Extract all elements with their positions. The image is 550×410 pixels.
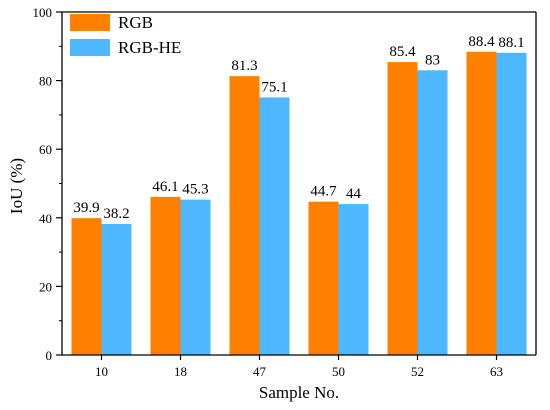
bar-rgb-63 (466, 51, 497, 356)
bar-rgb-he-18 (180, 199, 211, 355)
bar-rgb-he-52 (417, 70, 448, 355)
axes-layer (61, 11, 537, 356)
value-label-rgb-52: 85.4 (389, 44, 416, 60)
x-tick-label-52: 52 (411, 364, 424, 379)
value-label-rgb-63: 88.4 (468, 34, 495, 50)
x-tick-label-10: 10 (95, 364, 108, 379)
y-tick-label-20: 20 (39, 279, 52, 294)
y-tick-label-40: 40 (39, 211, 52, 226)
y-tick-label-60: 60 (39, 142, 52, 157)
value-label-rgb-he-52: 83 (425, 52, 440, 68)
bar-rgb-he-10 (101, 223, 132, 355)
bar-rgb-10 (71, 218, 102, 355)
legend-swatch-rgb-he (70, 39, 110, 56)
value-label-rgb-he-50: 44 (346, 186, 362, 202)
value-label-rgb-he-10: 38.2 (103, 206, 129, 222)
bar-rgb-47 (229, 76, 260, 356)
bars-layer (71, 51, 527, 356)
value-label-rgb-47: 81.3 (231, 58, 257, 74)
bar-rgb-50 (308, 201, 339, 355)
x-tick-label-50: 50 (332, 364, 345, 379)
y-tick-label-100: 100 (33, 5, 53, 20)
ticks-layer: 0 20 40 60 80 100 10 18 47 50 52 63 (33, 5, 504, 379)
x-tick-label-63: 63 (490, 364, 503, 379)
value-labels-layer: 39.9 38.2 46.1 45.3 81.375.1 44.7 44 85.4 83 88.4… (73, 34, 524, 222)
x-tick-label-18: 18 (174, 364, 187, 379)
value-label-rgb-18: 46.1 (152, 179, 178, 195)
x-axis-label: Sample No. (259, 383, 339, 402)
y-axis-label: IoU (%) (7, 158, 26, 214)
legend: RGB RGB-HE (70, 13, 181, 57)
bar-rgb-he-50 (338, 204, 369, 355)
bar-rgb-52 (387, 62, 418, 355)
legend-swatch-rgb (70, 14, 110, 31)
value-label-rgb-he-47: 75.1 (261, 79, 287, 95)
bar-rgb-18 (150, 196, 181, 355)
value-label-rgb-50: 44.7 (310, 184, 337, 200)
bar-rgb-he-47 (259, 97, 290, 356)
value-label-rgb-he-18: 45.3 (182, 182, 208, 198)
legend-label-rgb: RGB (118, 13, 153, 32)
legend-label-rgb-he: RGB-HE (118, 38, 181, 57)
bar-rgb-he-63 (496, 52, 527, 355)
value-label-rgb-he-63: 88.1 (498, 35, 524, 51)
y-tick-label-0: 0 (46, 348, 53, 363)
value-label-rgb-10: 39.9 (73, 200, 99, 216)
y-tick-label-80: 80 (39, 74, 52, 89)
x-tick-label-47: 47 (253, 364, 267, 379)
